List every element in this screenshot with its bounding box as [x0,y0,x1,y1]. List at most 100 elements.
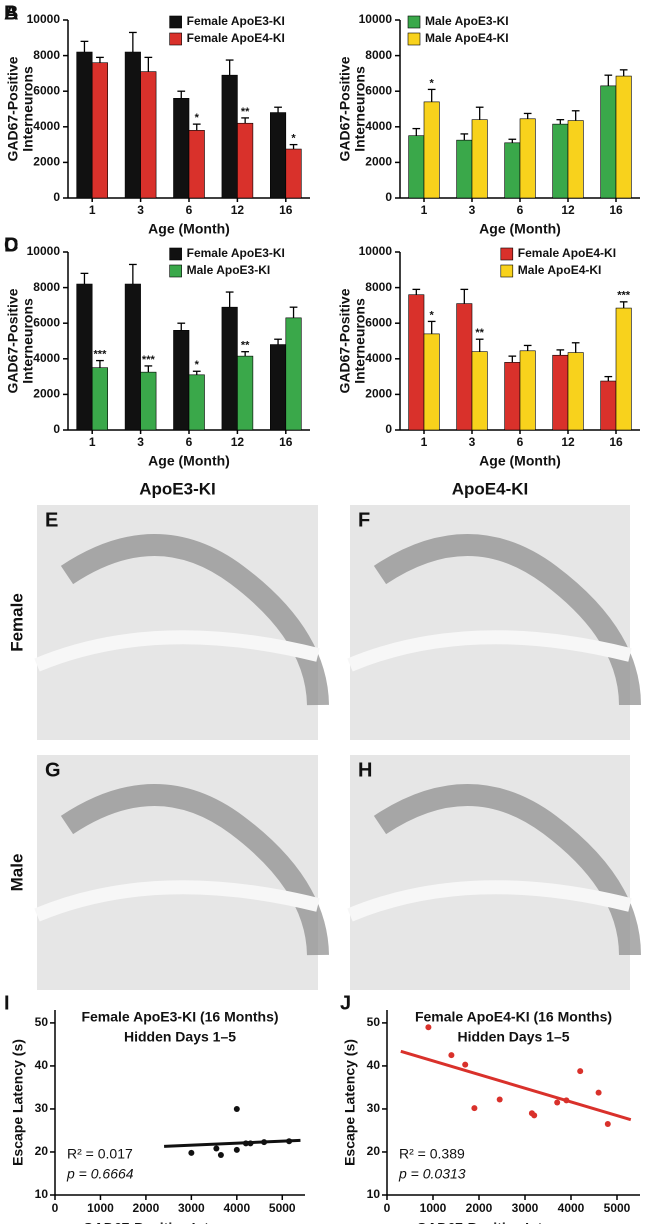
panel-letter: C [4,234,18,256]
legend-swatch [169,32,182,46]
y-tick-label: 40 [367,1058,381,1072]
x-tick-label: 1000 [420,1201,447,1215]
data-point [213,1145,220,1152]
x-tick-label: 1 [421,435,428,449]
tissue-band [373,784,641,956]
bar [471,351,488,431]
x-axis-label: Age (Month) [479,453,561,469]
significance-label: * [430,77,435,89]
significance-label: * [195,112,200,124]
x-axis-label: Age (Month) [148,221,230,237]
y-axis-label: Interneurons [352,66,368,152]
y-tick-label: 6000 [365,83,392,97]
y-tick-label: 10000 [359,244,393,258]
panel-letter: G [45,759,61,781]
y-axis-label: Interneurons [20,298,36,384]
bar [140,71,157,199]
data-point [577,1068,584,1075]
data-point [217,1151,224,1158]
x-tick-label: 16 [609,435,623,449]
panel-letter: B [4,2,18,24]
bar [615,307,632,431]
y-tick-label: 8000 [365,280,392,294]
significance-label: * [291,133,296,145]
data-point [233,1105,240,1112]
significance-label: ** [475,327,484,339]
bar [237,355,254,431]
y-tick-label: 0 [53,190,60,204]
panel-letter: D [4,234,18,256]
legend-label: Male ApoE4-KI [425,31,509,45]
fit-line [400,1049,632,1122]
data-point [425,1024,432,1031]
y-axis-label: Escape Latency (s) [10,1039,26,1166]
bar [173,330,190,431]
bar [188,130,205,199]
annotation: R² = 0.389 [399,1146,465,1162]
x-tick-label: 3 [469,435,476,449]
y-axis-label: GAD67-Positive [5,56,21,161]
x-tick-label: 16 [279,203,293,217]
bar [567,120,584,199]
significance-label: ** [241,340,250,352]
bar [408,294,425,431]
y-tick-label: 10000 [27,12,61,26]
panel-letter: A [4,2,18,24]
significance-label: ** [241,106,250,118]
x-tick-label: 4000 [223,1201,250,1215]
y-tick-label: 6000 [33,83,60,97]
y-tick-label: 20 [367,1144,381,1158]
y-tick-label: 4000 [365,351,392,365]
data-point [233,1146,240,1153]
x-tick-label: 6 [517,203,524,217]
y-tick-label: 6000 [365,315,392,329]
bar [270,112,287,199]
legend-swatch [407,15,421,29]
legend-label: Male ApoE3-KI [425,14,509,28]
x-axis-label: Age (Month) [479,221,561,237]
chart-title: Hidden Days 1–5 [124,1029,236,1045]
x-tick-label: 0 [384,1201,391,1215]
chart-title: Female ApoE3-KI (16 Months) [81,1009,278,1025]
x-tick-label: 3 [469,203,476,217]
legend-label: Female ApoE4-KI [187,31,285,45]
x-tick-label: 1000 [87,1201,114,1215]
bar [567,352,584,431]
x-tick-label: 12 [561,435,575,449]
y-tick-label: 10 [35,1187,49,1201]
x-tick-label: 2000 [466,1201,493,1215]
bar [285,148,302,199]
y-tick-label: 50 [367,1015,381,1029]
chart-title: Female ApoE4-KI (16 Months) [415,1009,612,1025]
y-axis-label: Interneurons [352,298,368,384]
tissue-layer [347,630,632,672]
data-point [531,1112,538,1119]
tissue-band [60,784,329,956]
panel-letter: E [45,509,58,531]
x-tick-label: 3 [137,203,144,217]
bar [471,119,488,199]
x-tick-label: 5000 [604,1201,631,1215]
bar [423,101,440,199]
y-tick-label: 10 [367,1187,381,1201]
y-axis-label: GAD67-Positive [337,288,353,393]
y-tick-label: 10000 [27,244,61,258]
legend-swatch [500,264,514,278]
data-point [247,1140,254,1147]
tissue-band [373,534,641,706]
tissue-layer [34,630,320,672]
y-tick-label: 0 [385,422,392,436]
legend-swatch [169,15,182,29]
panel-letter: F [358,509,370,531]
y-tick-label: 10000 [359,12,393,26]
bar [456,303,473,431]
significance-label: *** [94,348,108,360]
x-tick-label: 1 [89,203,96,217]
x-tick-label: 4000 [558,1201,585,1215]
column-label: ApoE3-KI [139,479,216,498]
bar [504,142,521,199]
y-tick-label: 30 [367,1101,381,1115]
significance-label: * [195,359,200,371]
panel-letter: H [358,759,372,781]
